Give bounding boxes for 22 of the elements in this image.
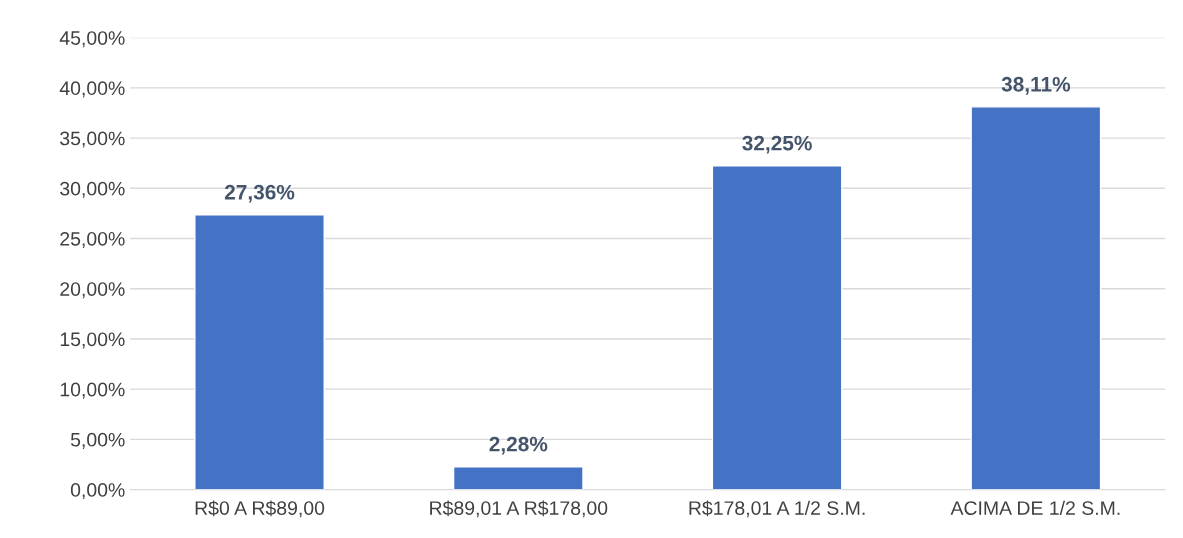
y-tick-label: 5,00% — [70, 432, 125, 449]
y-tick-label: 40,00% — [59, 81, 125, 98]
bar — [970, 106, 1102, 490]
bar — [711, 165, 843, 490]
y-tick-label: 0,00% — [70, 483, 125, 500]
data-label: 32,25% — [742, 135, 812, 154]
x-tick-label: R$178,01 A 1/2 S.M. — [689, 500, 865, 518]
y-tick-label: 15,00% — [60, 332, 125, 349]
y-tick-label: 10,00% — [60, 382, 125, 399]
y-tick-label: 35,00% — [60, 131, 125, 148]
data-label: 38,11% — [1001, 76, 1071, 95]
data-label: 2,28% — [489, 436, 548, 455]
bar — [452, 465, 584, 490]
x-tick-label: R$89,01 A R$178,00 — [430, 500, 608, 518]
y-tick-label: 25,00% — [60, 231, 125, 249]
bar — [194, 214, 325, 490]
x-tick-label: R$0 A R$89,00 — [195, 500, 325, 518]
x-tick-label: ACIMA DE 1/2 S.M. — [950, 500, 1120, 515]
y-tick-label: 30,00% — [60, 181, 125, 198]
data-label: 27,36% — [224, 184, 295, 203]
y-tick-label: 20,00% — [60, 282, 125, 299]
y-tick-label: 45,00% — [59, 31, 125, 48]
